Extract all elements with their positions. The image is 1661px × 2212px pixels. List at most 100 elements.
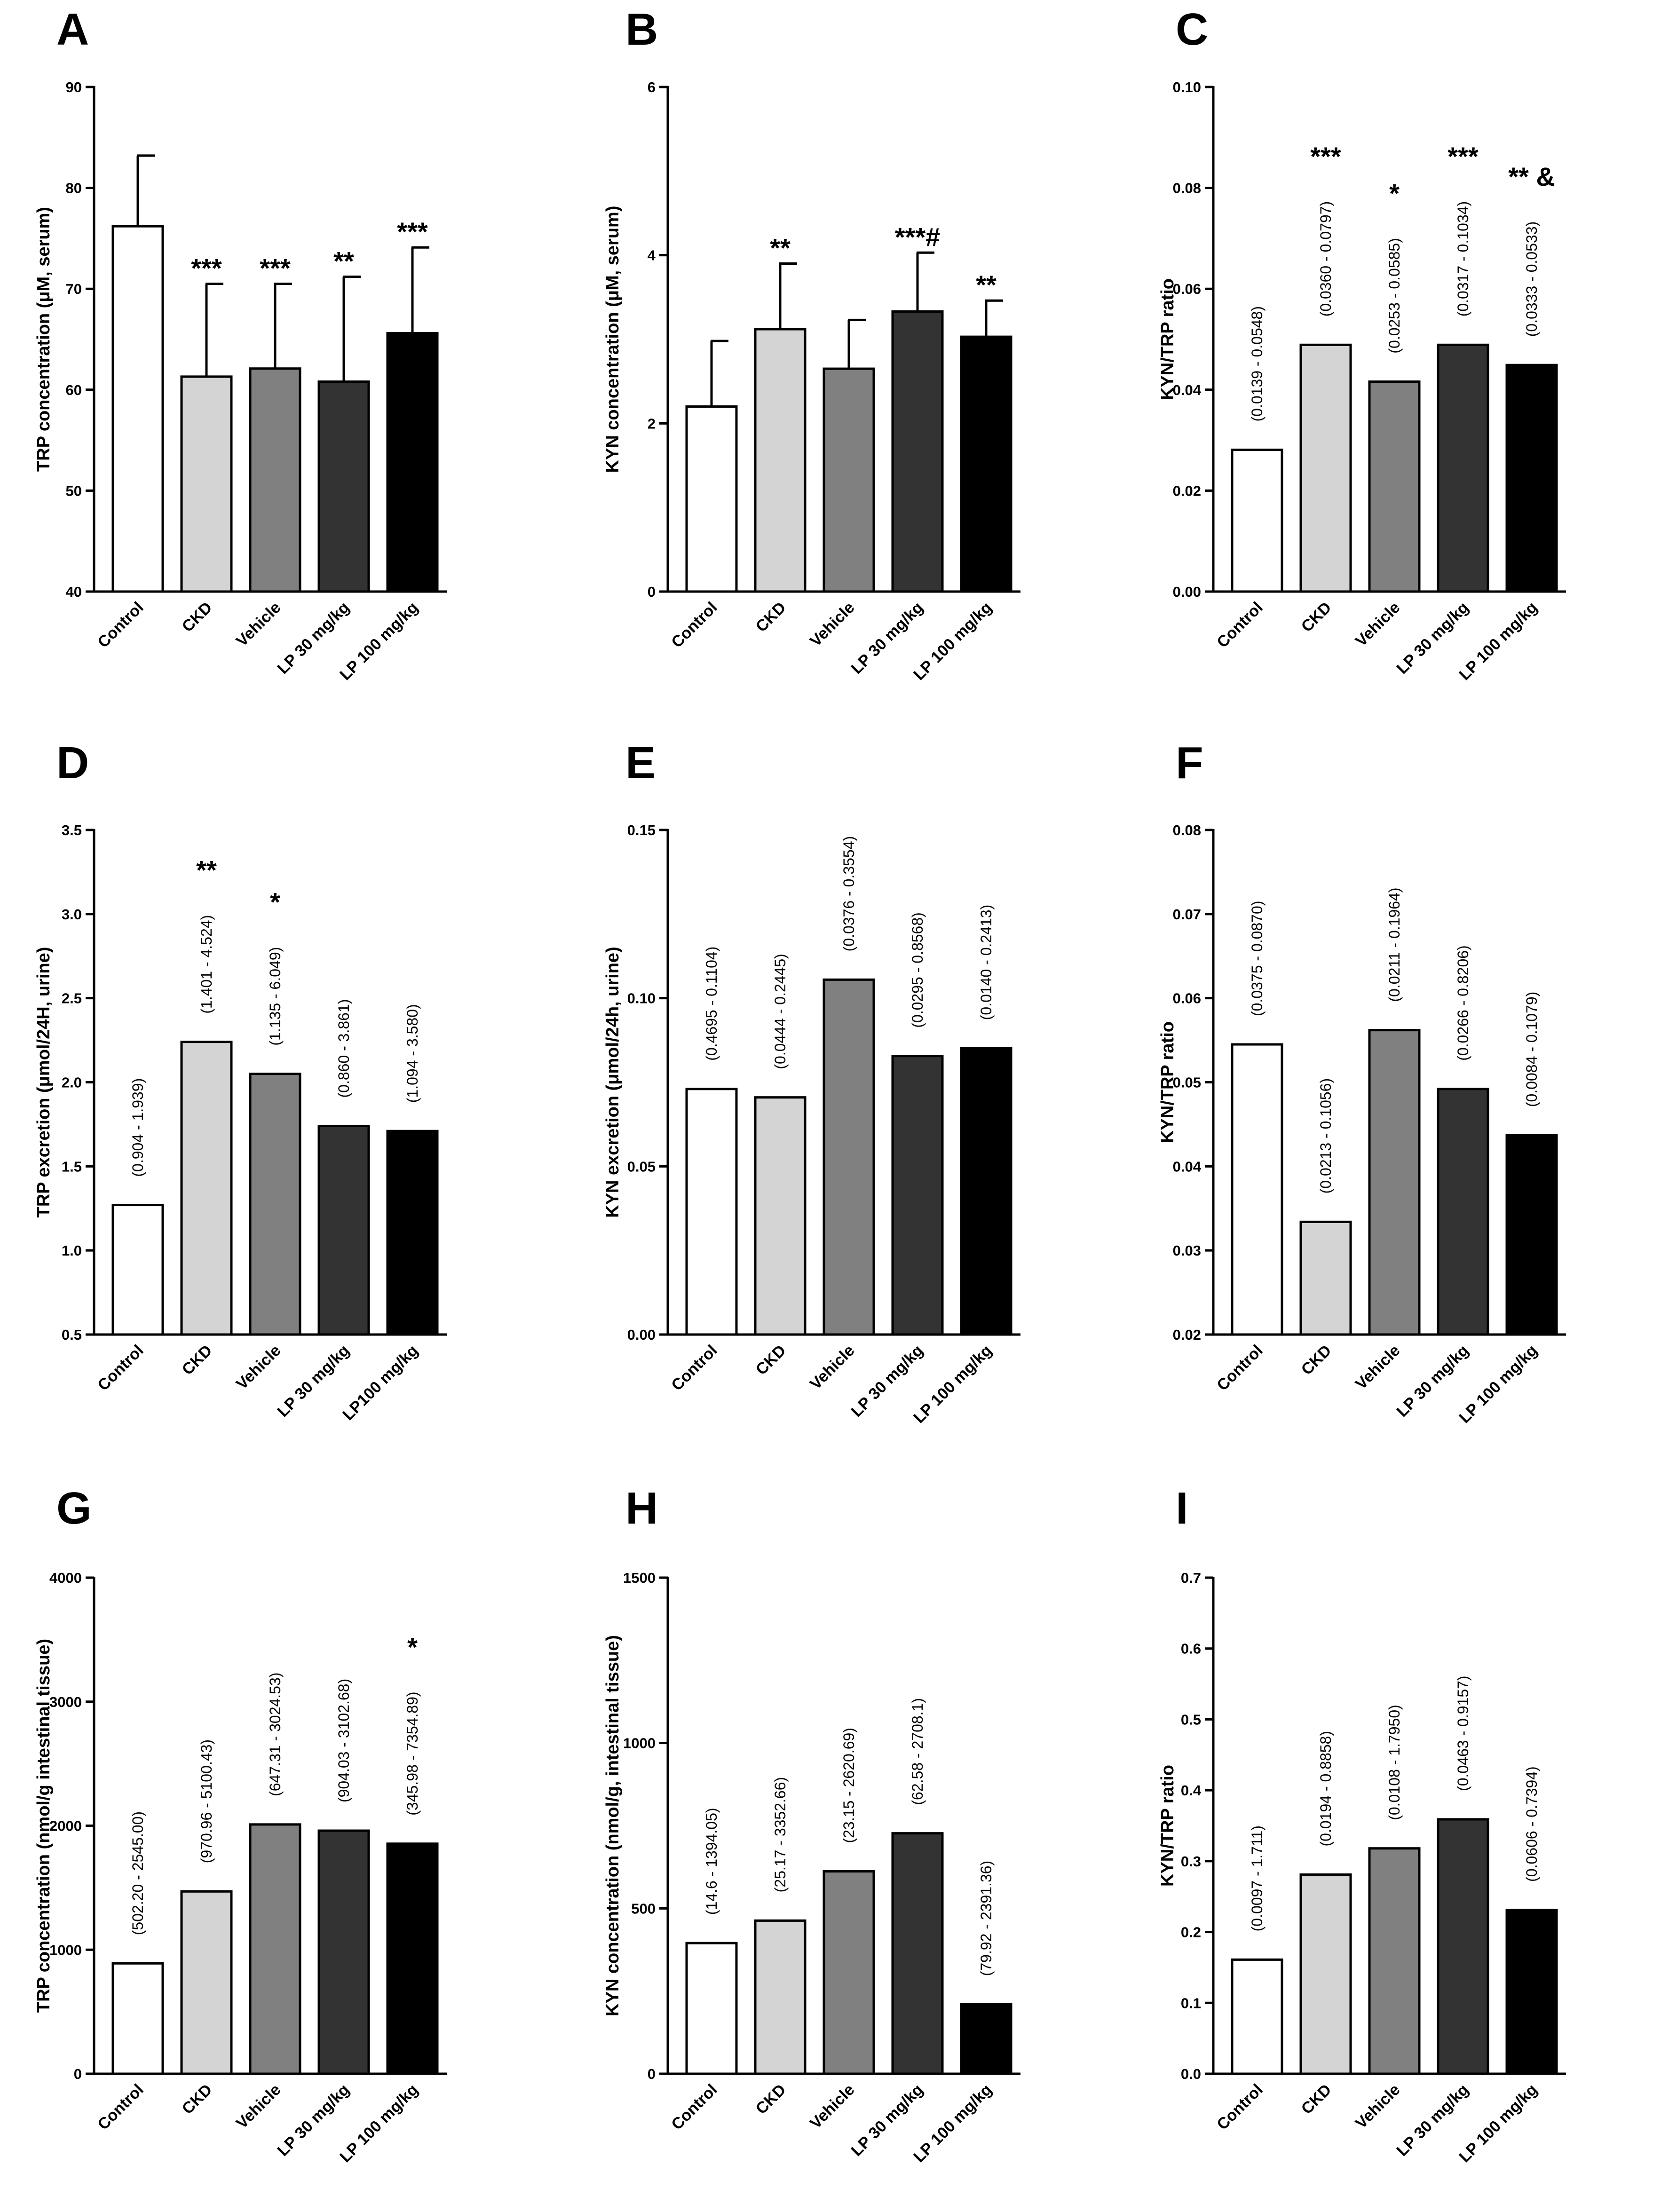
panel-d-range-label-0: (0.904 - 1.939) bbox=[129, 1078, 146, 1177]
panel-a-ytick-label-0: 40 bbox=[66, 584, 82, 600]
panel-i-category-label-3: LP 30 mg/kg bbox=[1393, 2081, 1472, 2160]
panel-a-category-label-2: Vehicle bbox=[233, 599, 285, 650]
panel-i-category-label-1: CKD bbox=[1298, 2081, 1335, 2118]
panel-i-bar-2 bbox=[1368, 1847, 1421, 2075]
panel-e: E KYN excretion (μmol/24h, urine) 0.00 0.05… bbox=[603, 738, 1020, 1427]
panel-d-bar-0 bbox=[111, 1204, 164, 1336]
panel-d-letter: D bbox=[56, 738, 89, 788]
panel-g-ylabel: TRP concentration (nmol/g intestinal tis… bbox=[34, 1639, 54, 2013]
panel-d-category-label-0: Control bbox=[94, 1342, 147, 1394]
panel-a-sig-3: ** bbox=[333, 246, 354, 276]
panel-c-ytick-label-1: 0.02 bbox=[1173, 482, 1201, 499]
panel-g-category-label-3: LP 30 mg/kg bbox=[274, 2081, 353, 2160]
panel-e-range-label-4: (0.0140 - 0.2413) bbox=[978, 905, 995, 1020]
panel-i-ytick-label-2: 0.2 bbox=[1181, 1924, 1201, 1941]
panel-f-range-label-3: (0.0266 - 0.8206) bbox=[1455, 945, 1471, 1061]
panel-b-ytick-label-2: 4 bbox=[648, 247, 656, 264]
panel-a-category-label-1: CKD bbox=[179, 599, 216, 636]
panel-a-sig-4: *** bbox=[397, 217, 428, 246]
panel-g-sig-4: * bbox=[407, 1632, 418, 1662]
panel-f-bar-0 bbox=[1231, 1043, 1283, 1336]
panel-h-ytick-label-1: 500 bbox=[631, 1900, 656, 1917]
panel-d-sig-1: ** bbox=[196, 855, 217, 885]
panel-b-ytick-label-0: 0 bbox=[648, 584, 656, 600]
panel-e-category-label-2: Vehicle bbox=[807, 1342, 858, 1393]
panel-i-bar-0 bbox=[1231, 1958, 1283, 2075]
panel-h-ylabel: KYN concentration (nmol/g, intestinal ti… bbox=[603, 1635, 623, 2016]
panel-f-category-label-0: Control bbox=[1213, 1342, 1266, 1394]
panel-i-ytick-label-1: 0.1 bbox=[1181, 1995, 1201, 2011]
panel-e-category-label-0: Control bbox=[668, 1342, 720, 1394]
panel-c-letter: C bbox=[1176, 4, 1208, 55]
panel-a-ytick-label-2: 60 bbox=[66, 382, 82, 398]
panel-a-bar-2 bbox=[249, 367, 301, 593]
panel-i: I KYN/TRP ratio 0.0 0.1 0.2 0.3 0.4 0.5 0.6 0.7 (0… bbox=[1158, 1483, 1566, 2166]
panel-f: F KYN/TRP ratio 0.02 0.03 0.04 0.05 0.06 0.07 0.… bbox=[1158, 738, 1566, 1427]
panel-b-sig-1: ** bbox=[770, 233, 791, 263]
panel-c-bar-1 bbox=[1299, 343, 1352, 593]
panel-h-category-label-1: CKD bbox=[752, 2081, 790, 2118]
panel-d-ytick-label-3: 2.0 bbox=[62, 1074, 82, 1091]
panel-b-bar-2 bbox=[823, 367, 875, 593]
panel-e-bar-0 bbox=[685, 1088, 738, 1336]
panel-i-category-label-2: Vehicle bbox=[1352, 2081, 1404, 2133]
panel-g-range-label-4: (345.98 - 7354.89) bbox=[404, 1691, 421, 1815]
panel-a-ytick-label-1: 50 bbox=[66, 482, 82, 499]
panel-c-range-label-3: (0.0317 - 0.1034) bbox=[1455, 201, 1471, 317]
panel-d: D TRP excretion (μmol/24H, urine) 0.5 1.0 1.… bbox=[34, 738, 447, 1424]
panel-c-ytick-label-2: 0.04 bbox=[1173, 382, 1202, 398]
panel-a-letter: A bbox=[56, 4, 89, 55]
panel-h-range-label-4: (79.92 - 2391.36) bbox=[978, 1861, 995, 1976]
panel-g-bar-4 bbox=[386, 1842, 439, 2075]
panel-d-category-label-1: CKD bbox=[179, 1342, 216, 1379]
panel-e-ytick-label-2: 0.10 bbox=[627, 990, 656, 1007]
panel-h-ytick-label-2: 1000 bbox=[623, 1735, 656, 1752]
panel-d-ytick-label-4: 2.5 bbox=[62, 990, 82, 1007]
panel-b-bar-3 bbox=[891, 310, 944, 593]
panel-d-ylabel: TRP excretion (μmol/24H, urine) bbox=[34, 947, 54, 1218]
panel-a-ytick-label-4: 80 bbox=[66, 180, 82, 197]
panel-i-ytick-label-0: 0.0 bbox=[1181, 2066, 1201, 2082]
panel-g-range-label-2: (647.31 - 3024.53) bbox=[267, 1673, 284, 1796]
panel-f-bar-4 bbox=[1505, 1134, 1558, 1336]
panel-e-category-label-1: CKD bbox=[752, 1342, 790, 1379]
panel-g-range-label-0: (502.20 - 2545.00) bbox=[129, 1811, 146, 1935]
panel-i-bar-1 bbox=[1299, 1873, 1352, 2075]
panel-f-category-label-2: Vehicle bbox=[1352, 1342, 1404, 1393]
panel-g-range-label-1: (970.96 - 5100.43) bbox=[198, 1739, 215, 1863]
panel-h-range-label-3: (62.58 - 2708.1) bbox=[909, 1698, 926, 1805]
panel-d-range-label-4: (1.094 - 3.580) bbox=[404, 1004, 421, 1103]
panel-c-sig-1: *** bbox=[1310, 142, 1341, 171]
panel-e-bar-1 bbox=[754, 1096, 807, 1336]
panel-h-bar-1 bbox=[754, 1919, 807, 2075]
panel-h-range-label-0: (14.6 - 1394.05) bbox=[703, 1808, 720, 1915]
panel-f-ytick-label-4: 0.06 bbox=[1173, 990, 1201, 1007]
panel-g-ytick-label-2: 2000 bbox=[49, 1818, 82, 1834]
panel-g-bar-2 bbox=[249, 1823, 301, 2075]
panel-c-ytick-label-4: 0.08 bbox=[1173, 180, 1201, 197]
panel-g-ytick-label-4: 4000 bbox=[49, 1570, 82, 1586]
panel-a-category-label-0: Control bbox=[94, 599, 147, 651]
panel-i-ytick-label-4: 0.4 bbox=[1181, 1782, 1202, 1799]
panel-e-range-label-1: (0.0444 - 0.2445) bbox=[772, 954, 789, 1069]
panel-f-letter: F bbox=[1176, 738, 1203, 788]
panel-h-letter: H bbox=[625, 1483, 658, 1533]
panel-b-sig-3: ***# bbox=[895, 222, 941, 252]
panel-b-ytick-label-1: 2 bbox=[648, 415, 656, 432]
panel-b-category-label-3: LP 30 mg/kg bbox=[848, 599, 927, 678]
panel-c-ytick-label-3: 0.06 bbox=[1173, 281, 1201, 297]
panel-f-range-label-0: (0.0375 - 0.0870) bbox=[1249, 901, 1266, 1017]
panel-a-bar-1 bbox=[180, 375, 233, 593]
panel-d-bar-4 bbox=[386, 1130, 439, 1336]
panel-f-category-label-3: LP 30 mg/kg bbox=[1393, 1342, 1472, 1421]
panel-d-range-label-3: (0.860 - 3.861) bbox=[335, 999, 352, 1098]
panel-b-ytick-label-3: 6 bbox=[648, 79, 656, 95]
panel-d-bar-1 bbox=[180, 1041, 233, 1336]
panel-c-category-label-0: Control bbox=[1213, 599, 1266, 651]
panel-f-bar-2 bbox=[1368, 1029, 1421, 1336]
panel-h-category-label-3: LP 30 mg/kg bbox=[848, 2081, 927, 2160]
panel-b-bar-4 bbox=[960, 335, 1012, 593]
panel-g-bar-3 bbox=[317, 1829, 370, 2075]
panel-h-bar-3 bbox=[891, 1832, 944, 2075]
